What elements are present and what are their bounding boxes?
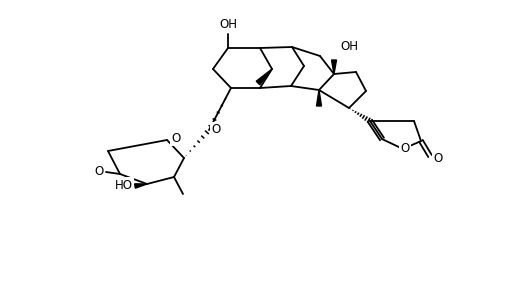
Text: O: O [211, 123, 221, 136]
Polygon shape [135, 184, 147, 188]
Text: O: O [95, 164, 104, 178]
Polygon shape [317, 90, 321, 106]
Text: HO: HO [115, 179, 133, 191]
Polygon shape [332, 60, 337, 74]
Text: O: O [400, 142, 410, 155]
Polygon shape [256, 69, 272, 85]
Text: OH: OH [340, 39, 358, 53]
Text: OH: OH [219, 18, 237, 30]
Text: O: O [171, 132, 180, 145]
Text: O: O [433, 151, 442, 164]
